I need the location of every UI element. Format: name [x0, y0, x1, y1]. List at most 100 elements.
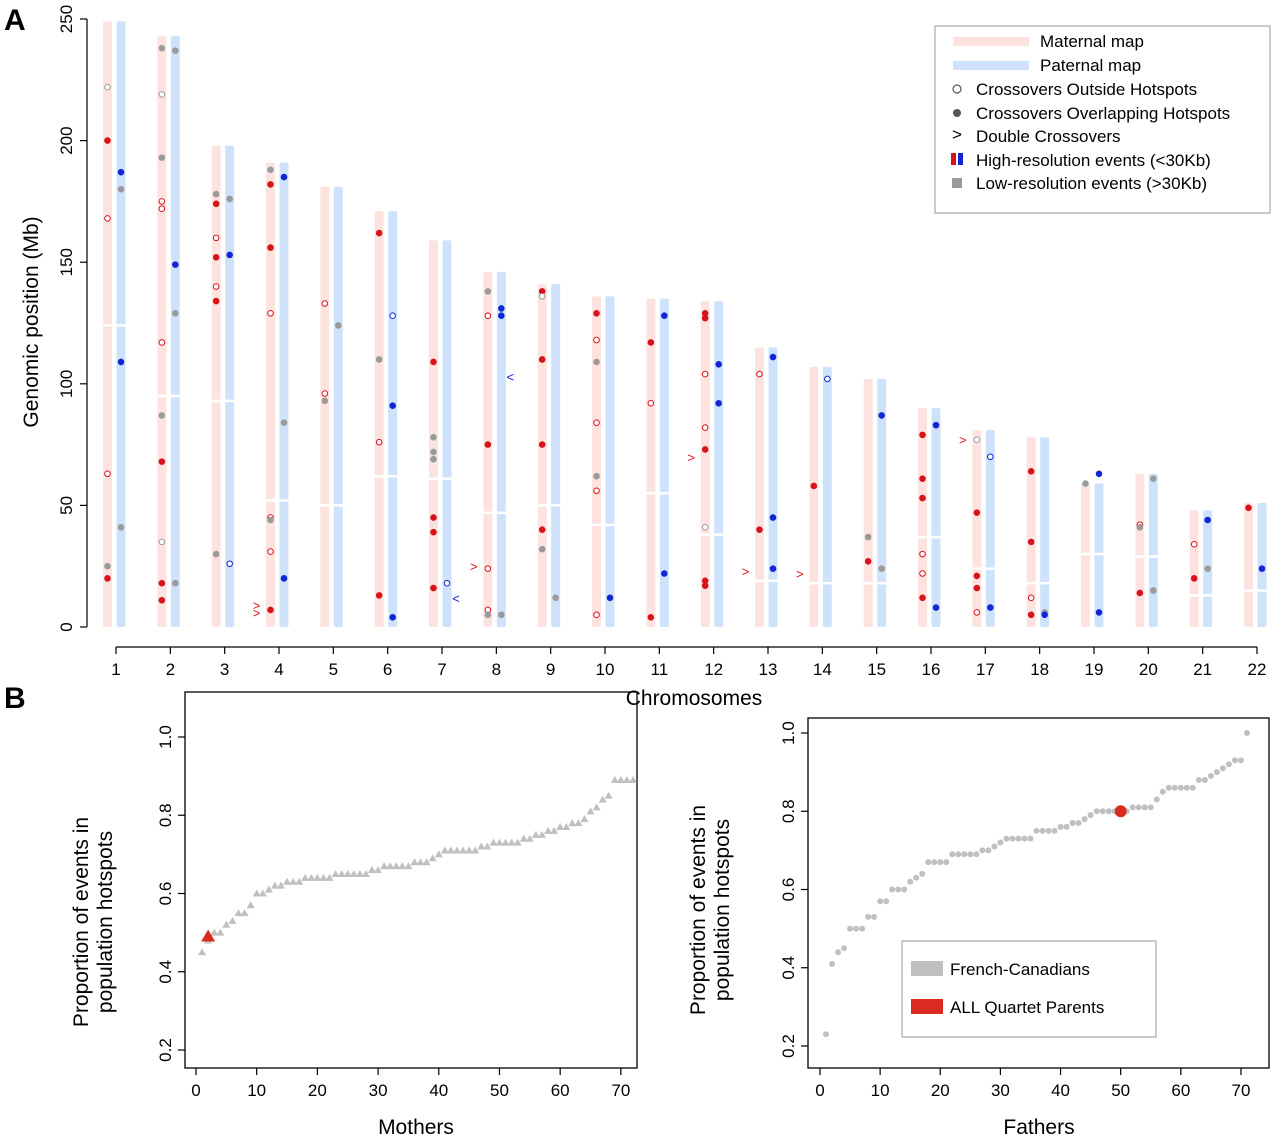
x-tick-label: 10 [247, 1081, 266, 1100]
population-point [1027, 835, 1034, 842]
crossover-outside [1027, 594, 1035, 602]
y-tick-label: 0 [57, 622, 76, 631]
legend-high: High-resolution events (<30Kb) [976, 151, 1211, 170]
population-point [428, 854, 437, 862]
mothers-plot: 0 10 20 30 40 50 60 70 0.2 0.4 0.6 0.8 1.0 [156, 691, 638, 1100]
crossover-overlapping [430, 528, 437, 536]
crossover-overlapping [769, 353, 777, 361]
crossover-overlapping [158, 596, 166, 604]
double-crossover-marker: > [470, 559, 478, 574]
paternal-bar [985, 430, 995, 627]
population-point [865, 913, 872, 920]
population-point [349, 869, 358, 877]
crossover-overlapping [498, 312, 505, 320]
population-point [386, 862, 395, 870]
population-point [1183, 784, 1190, 791]
crossover-outside [321, 390, 329, 397]
mothers-ylabel-line2: population hotspots [94, 831, 117, 1013]
maternal-bar [1189, 510, 1199, 627]
maternal-bar [374, 211, 384, 628]
population-point [544, 826, 553, 834]
crossover-overlapping [389, 613, 396, 621]
crossover-outside [158, 538, 166, 546]
crossover-overlapping [280, 575, 288, 582]
population-point [331, 869, 340, 877]
population-point [537, 830, 546, 838]
population-point [991, 843, 998, 850]
population-point [1237, 757, 1244, 764]
crossover-overlapping [1095, 609, 1103, 616]
plot-frame [807, 717, 1270, 1069]
population-point [1243, 730, 1250, 736]
crossover-overlapping [172, 261, 179, 268]
population-point [1177, 784, 1184, 791]
maternal-bar [320, 186, 330, 628]
population-point [228, 916, 237, 924]
population-point [337, 869, 346, 877]
legend-b-box [901, 940, 1157, 1038]
population-point [973, 851, 980, 858]
x-tick-label: 60 [1171, 1081, 1190, 1100]
maternal-bar [157, 36, 167, 628]
x-tick-label: 4 [274, 660, 283, 679]
x-tick-label: 18 [1030, 660, 1049, 679]
x-tick-label: 50 [490, 1081, 509, 1100]
crossover-overlapping [484, 441, 492, 448]
population-point [483, 842, 492, 850]
maternal-bar [211, 145, 221, 628]
population-point [1021, 835, 1028, 842]
population-point [246, 901, 255, 909]
crossover-overlapping [267, 606, 274, 614]
crossover-outside [919, 570, 926, 577]
crossover-outside [701, 523, 709, 531]
legend-outside-marker [952, 84, 962, 94]
legend-a: Maternal map Paternal map Crossovers Out… [934, 25, 1271, 214]
crossover-outside [593, 487, 600, 495]
population-point [997, 839, 1004, 846]
x-tick-label: 12 [704, 660, 723, 679]
population-point [1171, 784, 1178, 791]
double-crossover-marker: < [507, 370, 515, 385]
crossover-overlapping [280, 419, 288, 427]
maternal-bar [863, 378, 873, 627]
population-point [871, 913, 878, 920]
double-crossover-marker: < [452, 591, 460, 606]
crossover-overlapping [538, 526, 546, 534]
x-tick-label: 11 [651, 660, 669, 679]
x-tick-label: 10 [871, 1081, 890, 1100]
crossover-overlapping [1027, 611, 1035, 619]
x-tick-label: 70 [1232, 1081, 1251, 1100]
y-tick-label: 0.4 [156, 960, 175, 984]
population-point [1063, 823, 1070, 830]
crossover-overlapping [226, 195, 233, 203]
legend-quartet-swatch [911, 999, 943, 1014]
population-point [1195, 776, 1202, 783]
crossover-overlapping [158, 412, 166, 419]
crossover-outside [973, 436, 981, 444]
y-tick-label: 200 [57, 126, 76, 154]
crossover-outside [104, 470, 111, 478]
crossover-overlapping [715, 399, 722, 407]
paternal-bar [768, 347, 778, 627]
x-tick-label: 3 [220, 660, 229, 679]
population-point [343, 869, 352, 877]
population-point [416, 858, 425, 866]
crossover-outside [701, 370, 709, 378]
crossover-outside [919, 550, 926, 558]
population-point [1075, 819, 1082, 826]
population-point [361, 869, 370, 877]
crossover-overlapping [430, 455, 437, 463]
paternal-bar [279, 162, 289, 627]
x-tick-label: 40 [429, 1081, 448, 1100]
crossover-overlapping [267, 181, 274, 188]
population-point [513, 838, 522, 846]
maternal-bar [483, 271, 493, 627]
crossover-outside [375, 438, 383, 446]
crossover-overlapping [158, 458, 166, 465]
crossover-overlapping [1258, 565, 1266, 572]
crossover-overlapping [172, 47, 179, 54]
population-point [270, 881, 279, 889]
legend-low-swatch [952, 178, 962, 188]
crossover-overlapping [117, 358, 125, 366]
